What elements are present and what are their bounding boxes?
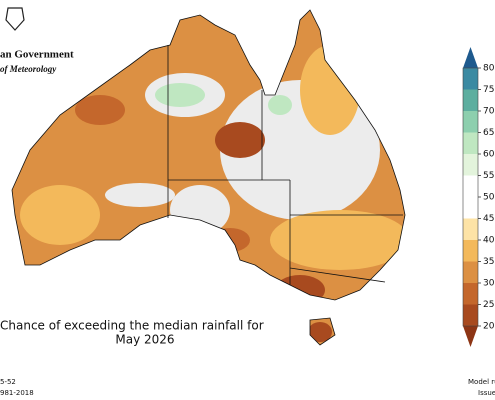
colorbar-tick-label: 25 [483, 300, 494, 310]
colorbar-tick-label: 40 [483, 236, 495, 246]
colorbar-tick-label: 50 [483, 193, 495, 203]
colorbar-tick-label: 20 [483, 322, 495, 332]
colorbar-segment [463, 218, 478, 240]
colorbar-segment [463, 175, 478, 197]
org-line: an Government [0, 49, 74, 61]
colorbar-tick-label: 65 [483, 128, 494, 138]
footer-text: Model ru [468, 378, 495, 386]
map-title: Chance of exceeding the median rainfall … [0, 319, 264, 333]
colorbar-under [463, 326, 478, 347]
org-line: of Meteorology [0, 64, 57, 74]
colorbar-tick-label: 45 [483, 214, 494, 224]
colorbar-segment [463, 240, 478, 262]
colorbar-segment [463, 283, 478, 305]
colorbar-tick-label: 55 [483, 171, 494, 181]
colorbar-tick-label: 60 [483, 150, 495, 160]
colorbar-tick-label: 35 [483, 257, 494, 267]
colorbar-segment [463, 261, 478, 283]
borders [11, 9, 406, 346]
colorbar-over [463, 47, 478, 68]
colorbar-segment [463, 304, 478, 326]
footer-text: 5-52 [0, 378, 16, 386]
colorbar: 20 25 30 35 40 45 50 55 60 65 70 75 80 [462, 47, 495, 347]
footer-text: Issue [478, 389, 495, 397]
colorbar-tick-label: 30 [483, 279, 495, 289]
colorbar-segment [463, 89, 478, 111]
colorbar-segment [463, 197, 478, 219]
colorbar-tick-label: 75 [483, 85, 494, 95]
footer-text: 981-2018 [0, 389, 34, 397]
colorbar-segment [463, 132, 478, 154]
colorbar-tick-label: 70 [483, 107, 495, 117]
logo: an Government of Meteorology [0, 7, 74, 74]
colorbar-segment [463, 154, 478, 176]
map-title: May 2026 [115, 333, 174, 347]
colorbar-tick-label: 80 [483, 64, 495, 74]
colorbar-segment [463, 68, 478, 90]
colorbar-segment [463, 111, 478, 133]
